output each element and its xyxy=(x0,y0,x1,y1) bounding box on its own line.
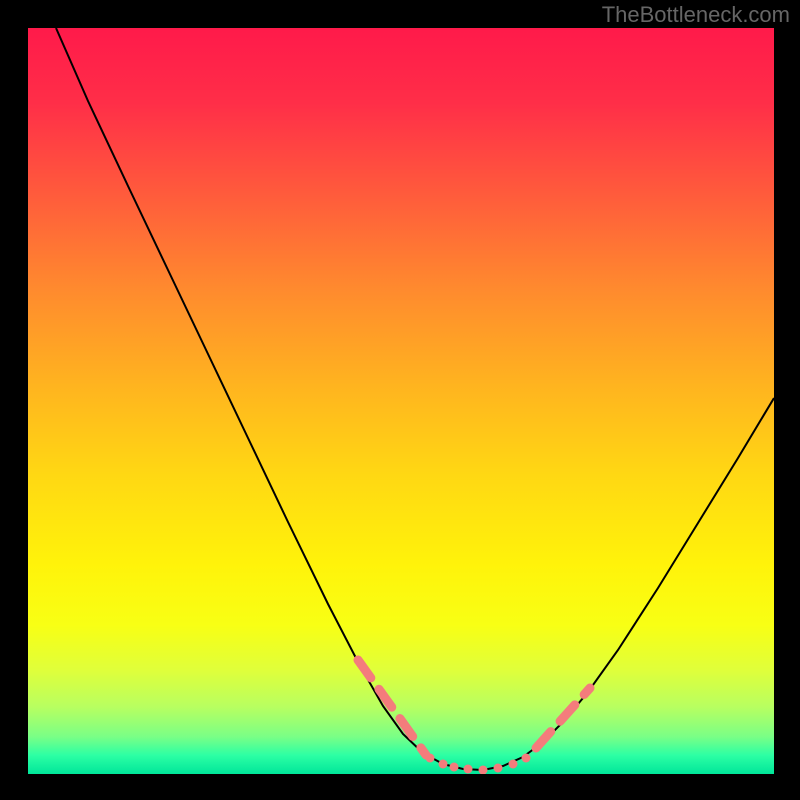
highlight-dot xyxy=(426,754,435,763)
highlight-dot xyxy=(439,760,448,769)
plot-area xyxy=(28,28,774,774)
chart-svg xyxy=(28,28,774,774)
chart-frame: TheBottleneck.com xyxy=(0,0,800,800)
highlight-dot xyxy=(509,760,518,769)
highlight-dot xyxy=(522,754,531,763)
highlight-dot xyxy=(464,765,473,774)
watermark-text: TheBottleneck.com xyxy=(602,2,790,28)
highlight-dot xyxy=(494,764,503,773)
highlight-dot xyxy=(450,763,459,772)
gradient-background xyxy=(28,28,774,774)
